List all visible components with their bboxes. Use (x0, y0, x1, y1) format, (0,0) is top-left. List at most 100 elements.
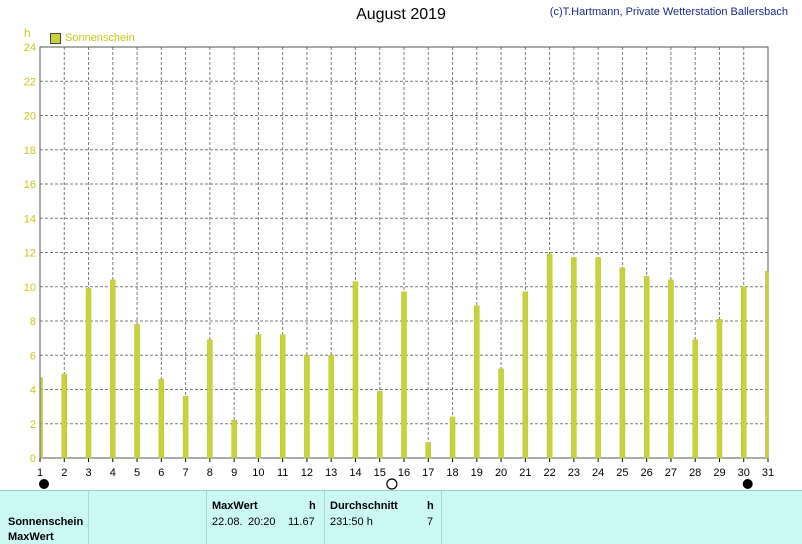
info-panel: MaxWert h Durchschnitt h Sonnenschein 22… (0, 490, 802, 544)
x-tick-label: 26 (641, 467, 653, 479)
x-tick-label: 1 (37, 467, 43, 479)
copyright-text: (c)T.Hartmann, Private Wetterstation Bal… (549, 6, 788, 18)
bar (546, 253, 553, 459)
bar (134, 324, 140, 459)
bar (279, 334, 286, 459)
new-moon-icon (39, 479, 49, 489)
bar (158, 378, 165, 459)
x-tick-label: 14 (349, 467, 361, 479)
bar (498, 368, 504, 459)
full-moon-icon (386, 478, 398, 490)
x-tick-label: 18 (446, 467, 458, 479)
bar (716, 319, 723, 459)
bar (255, 334, 262, 459)
maxwert-date: 22.08. (212, 516, 243, 528)
row-label-maxwert: MaxWert (8, 531, 54, 543)
bar (522, 291, 529, 459)
x-tick-label: 16 (398, 467, 410, 479)
x-tick-label: 9 (231, 467, 237, 479)
average-header: Durchschnitt (330, 500, 398, 512)
chart-title: August 2019 (356, 6, 446, 23)
bar (182, 396, 189, 459)
legend-label: Sonnenschein (65, 32, 135, 44)
bar (643, 276, 650, 459)
bar (304, 355, 310, 459)
row-label-sunshine: Sonnenschein (8, 516, 84, 528)
x-tick-label: 27 (665, 467, 677, 479)
x-tick-label: 3 (85, 467, 91, 479)
x-tick-label: 6 (158, 467, 164, 479)
bar (692, 339, 698, 459)
x-tick-label: 12 (301, 467, 313, 479)
bar (425, 442, 432, 459)
y-tick-label: 22 (24, 76, 36, 88)
x-tick-label: 7 (183, 467, 189, 479)
maxwert-unit: h (309, 500, 316, 512)
x-tick-label: 10 (252, 467, 264, 479)
x-tick-label: 25 (616, 467, 628, 479)
y-tick-label: 8 (30, 316, 36, 328)
maxwert-header: MaxWert (212, 500, 258, 512)
bar (619, 267, 626, 459)
bar (40, 377, 43, 459)
y-axis-unit: h (24, 26, 31, 40)
x-tick-label: 13 (325, 467, 337, 479)
x-tick-label: 29 (713, 467, 725, 479)
legend-swatch (50, 32, 61, 44)
bar (231, 420, 237, 459)
x-tick-label: 30 (738, 467, 750, 479)
maxwert-time: 20:20 (248, 516, 276, 528)
x-tick-label: 4 (110, 467, 116, 479)
y-tick-label: 18 (24, 145, 36, 157)
panel-divider (88, 491, 89, 544)
bar (207, 339, 213, 459)
bar (401, 291, 407, 459)
panel-divider (206, 491, 207, 544)
x-tick-label: 31 (762, 467, 774, 479)
bar (61, 373, 68, 459)
y-tick-label: 16 (24, 179, 36, 191)
y-tick-label: 4 (30, 385, 36, 397)
new-moon-icon (742, 479, 753, 489)
bar (571, 257, 577, 459)
y-tick-label: 6 (30, 350, 36, 362)
bar (595, 257, 601, 459)
average-value: 7 (427, 516, 434, 528)
bar (765, 271, 769, 459)
panel-divider (441, 491, 442, 544)
bar (328, 355, 334, 459)
x-tick-label: 20 (495, 467, 507, 479)
x-tick-label: 28 (689, 467, 701, 479)
maxwert-value: 11.67 (288, 516, 315, 528)
y-tick-label: 0 (30, 453, 36, 465)
panel-divider (324, 491, 325, 544)
y-tick-label: 24 (24, 42, 36, 54)
bar (110, 279, 116, 459)
bar (376, 390, 383, 459)
bar (352, 281, 359, 459)
y-tick-label: 12 (24, 248, 36, 260)
average-total: 231:50 h (330, 516, 373, 528)
x-tick-label: 19 (471, 467, 483, 479)
x-tick-label: 15 (374, 467, 386, 479)
y-tick-label: 14 (24, 213, 36, 225)
y-tick-label: 2 (30, 419, 36, 431)
x-tick-label: 2 (61, 467, 67, 479)
x-tick-label: 11 (277, 467, 288, 479)
x-tick-label: 22 (543, 467, 555, 479)
bar (474, 305, 480, 459)
x-tick-label: 23 (568, 467, 580, 479)
y-tick-label: 20 (24, 111, 36, 123)
average-unit: h (427, 500, 434, 512)
x-tick-label: 24 (592, 467, 604, 479)
bar (740, 286, 747, 459)
x-tick-label: 17 (422, 467, 434, 479)
y-tick-label: 10 (24, 282, 36, 294)
x-tick-label: 8 (207, 467, 213, 479)
legend: Sonnenschein (50, 31, 135, 45)
bar (85, 288, 92, 459)
x-tick-label: 5 (134, 467, 140, 479)
bar (449, 416, 456, 459)
x-tick-label: 21 (519, 467, 531, 479)
